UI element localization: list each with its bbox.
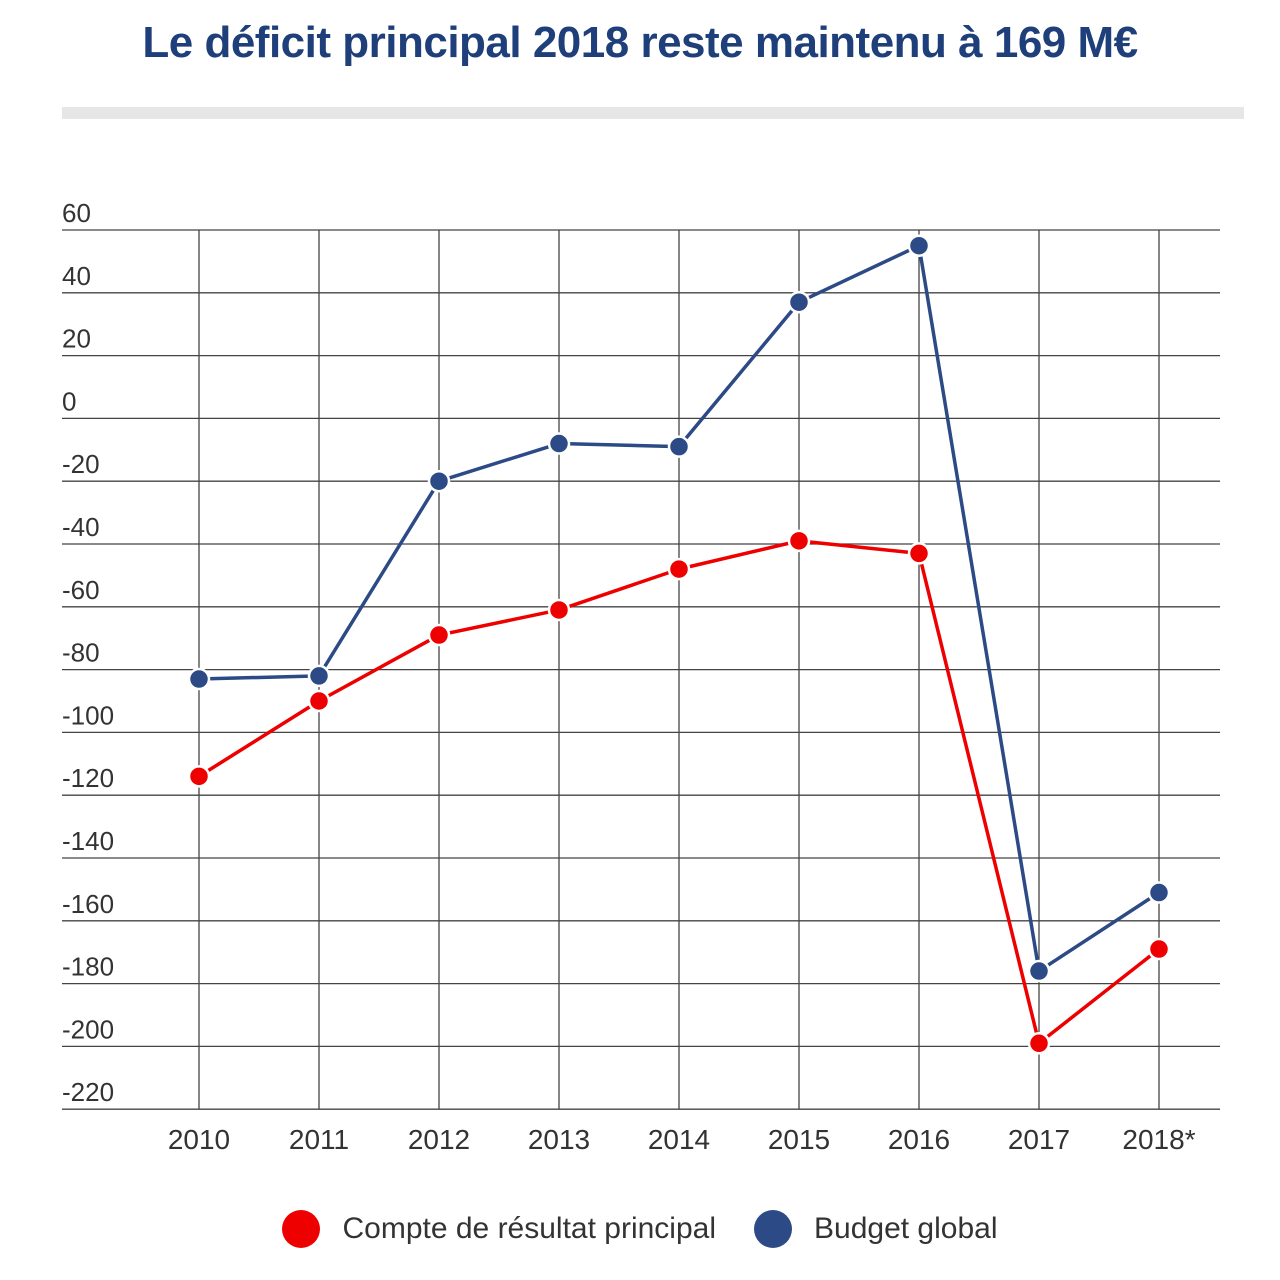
data-point-series-1 [1147, 881, 1171, 904]
x-tick-label: 2012 [408, 1124, 470, 1155]
x-axis-labels: 2010 2011 2012 2013 2014 2015 2016 2017 2018* [168, 1124, 1196, 1155]
data-point-series-1 [667, 435, 691, 458]
data-point-series-1 [1027, 959, 1051, 983]
data-point-series-1 [307, 664, 331, 688]
data-point-series-0 [187, 765, 211, 788]
series-points [187, 234, 1171, 1055]
x-tick-label: 2010 [168, 1124, 230, 1155]
y-tick-label: -60 [62, 575, 100, 605]
x-tick-label: 2017 [1008, 1124, 1070, 1155]
data-point-series-0 [1027, 1032, 1051, 1055]
data-point-series-0 [787, 529, 811, 553]
data-point-series-1 [547, 432, 571, 455]
y-tick-label: 60 [62, 198, 91, 228]
data-point-series-1 [907, 234, 931, 257]
y-tick-label: -140 [62, 826, 114, 856]
legend-label: Budget global [814, 1212, 998, 1245]
y-tick-label: 40 [62, 261, 91, 291]
x-tick-label: 2014 [648, 1124, 710, 1155]
legend-swatch-blue [754, 1210, 793, 1248]
legend-swatch-red [282, 1210, 321, 1248]
grid [62, 229, 1220, 1110]
x-tick-label: 2013 [528, 1124, 590, 1155]
y-tick-label: -20 [62, 449, 100, 479]
x-tick-label: 2011 [289, 1124, 349, 1155]
title-divider [62, 107, 1244, 119]
data-point-series-0 [547, 598, 571, 622]
y-tick-label: -160 [62, 889, 114, 919]
data-point-series-0 [427, 623, 451, 647]
x-tick-label: 2016 [888, 1124, 950, 1155]
data-point-series-0 [1147, 937, 1171, 961]
y-tick-label: -200 [62, 1014, 114, 1044]
data-point-series-1 [787, 290, 811, 314]
y-tick-label: -120 [62, 763, 114, 793]
y-tick-label: -220 [62, 1077, 114, 1107]
y-tick-label: -180 [62, 952, 114, 982]
data-point-series-0 [907, 542, 931, 565]
y-tick-label: -80 [62, 638, 100, 668]
x-tick-label: 2015 [768, 1124, 830, 1155]
legend: Compte de résultat principal Budget glob… [0, 1210, 1280, 1248]
y-tick-label: -40 [62, 512, 100, 542]
legend-item-series-1: Budget global [754, 1210, 998, 1248]
data-point-series-0 [667, 557, 691, 581]
legend-item-series-0: Compte de résultat principal [282, 1210, 716, 1248]
y-tick-label: 0 [62, 386, 76, 416]
y-axis-labels: 60 40 20 0 -20 -40 -60 -80 -100 -120 -140 -160 -180 -… [62, 198, 114, 1107]
data-point-series-1 [187, 667, 211, 691]
y-tick-label: 20 [62, 324, 91, 354]
legend-label: Compte de résultat principal [342, 1212, 717, 1245]
chart-title: Le déficit principal 2018 reste maintenu… [142, 18, 1138, 67]
data-point-series-0 [307, 689, 331, 713]
x-tick-label: 2018* [1122, 1124, 1195, 1155]
y-tick-label: -100 [62, 700, 114, 730]
data-point-series-1 [427, 469, 451, 493]
